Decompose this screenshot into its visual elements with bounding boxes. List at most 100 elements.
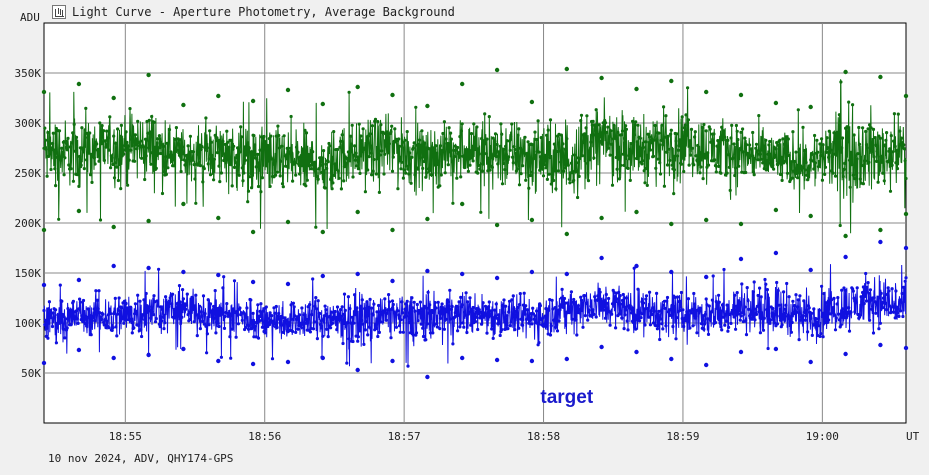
data-point xyxy=(413,173,417,177)
data-point xyxy=(702,327,706,331)
data-point xyxy=(180,149,184,153)
data-point xyxy=(607,146,611,150)
data-point xyxy=(578,311,582,315)
data-point xyxy=(861,290,865,295)
data-point xyxy=(240,318,244,322)
data-point xyxy=(273,159,277,163)
data-point xyxy=(318,156,322,160)
data-point xyxy=(498,333,502,338)
data-point xyxy=(107,326,111,330)
data-point xyxy=(85,158,89,162)
data-point xyxy=(410,155,414,159)
data-point xyxy=(586,318,590,322)
data-point xyxy=(237,173,241,177)
data-point xyxy=(144,154,148,158)
data-point xyxy=(717,164,721,168)
data-point xyxy=(63,336,67,340)
data-point xyxy=(178,138,182,142)
data-point xyxy=(441,312,445,316)
data-point xyxy=(200,314,204,318)
data-point xyxy=(812,167,816,171)
data-point xyxy=(171,158,175,162)
data-point xyxy=(418,138,422,142)
data-point xyxy=(495,316,499,320)
data-point xyxy=(71,179,75,183)
data-point xyxy=(577,174,581,178)
data-point xyxy=(467,310,471,314)
data-point-high xyxy=(599,255,604,261)
data-point xyxy=(474,315,478,319)
data-point xyxy=(148,130,152,134)
data-point xyxy=(717,139,721,143)
data-point xyxy=(487,115,491,119)
data-point xyxy=(576,195,580,200)
data-point xyxy=(858,177,862,181)
data-point xyxy=(315,337,319,341)
data-point xyxy=(624,127,629,131)
data-point-high xyxy=(390,278,395,284)
data-point xyxy=(347,90,351,94)
data-point xyxy=(831,171,835,175)
data-point xyxy=(129,148,133,152)
data-point xyxy=(687,163,691,167)
data-point xyxy=(186,144,190,148)
data-point xyxy=(144,291,148,296)
data-point-low xyxy=(529,217,535,223)
data-point xyxy=(188,310,192,315)
data-point xyxy=(451,201,455,205)
data-point xyxy=(712,132,716,136)
data-point xyxy=(556,169,560,173)
data-point xyxy=(562,304,566,308)
data-point xyxy=(164,172,168,176)
data-point-low xyxy=(808,213,813,219)
data-point xyxy=(559,160,563,164)
data-point xyxy=(778,314,782,318)
data-point xyxy=(324,308,328,312)
data-point xyxy=(396,309,400,313)
data-point xyxy=(593,295,597,299)
data-point xyxy=(116,178,120,183)
data-point-low xyxy=(564,356,569,362)
data-point xyxy=(813,323,817,327)
data-point xyxy=(866,281,870,285)
data-point xyxy=(119,123,123,127)
data-point xyxy=(122,144,127,148)
data-point xyxy=(191,156,195,160)
data-point xyxy=(153,152,157,156)
data-point xyxy=(435,325,439,329)
data-point xyxy=(290,317,294,321)
light-curve-icon[interactable] xyxy=(52,5,66,19)
data-point xyxy=(70,308,74,312)
data-point xyxy=(602,128,606,132)
data-point xyxy=(363,190,367,194)
data-point xyxy=(359,318,364,322)
data-point-high xyxy=(41,282,47,288)
data-point xyxy=(861,182,866,186)
data-point xyxy=(533,130,537,134)
data-point xyxy=(665,163,670,167)
data-point xyxy=(502,147,506,151)
data-point xyxy=(809,311,814,315)
data-point xyxy=(760,148,764,152)
data-point xyxy=(703,312,708,316)
data-point xyxy=(652,309,656,313)
data-point xyxy=(303,128,307,132)
data-point xyxy=(460,303,464,307)
data-point xyxy=(335,305,340,309)
data-point xyxy=(202,322,206,326)
data-point xyxy=(181,297,185,301)
data-point xyxy=(723,135,727,139)
data-point xyxy=(624,124,628,128)
data-point xyxy=(738,318,742,322)
data-point xyxy=(639,316,643,320)
data-point xyxy=(548,298,552,302)
data-point xyxy=(130,144,134,148)
data-point xyxy=(291,329,295,334)
data-point xyxy=(752,280,756,284)
data-point xyxy=(819,332,823,336)
data-point xyxy=(516,133,520,137)
data-point xyxy=(75,317,79,321)
data-point xyxy=(701,177,705,181)
data-point xyxy=(864,143,869,147)
data-point xyxy=(327,141,331,146)
